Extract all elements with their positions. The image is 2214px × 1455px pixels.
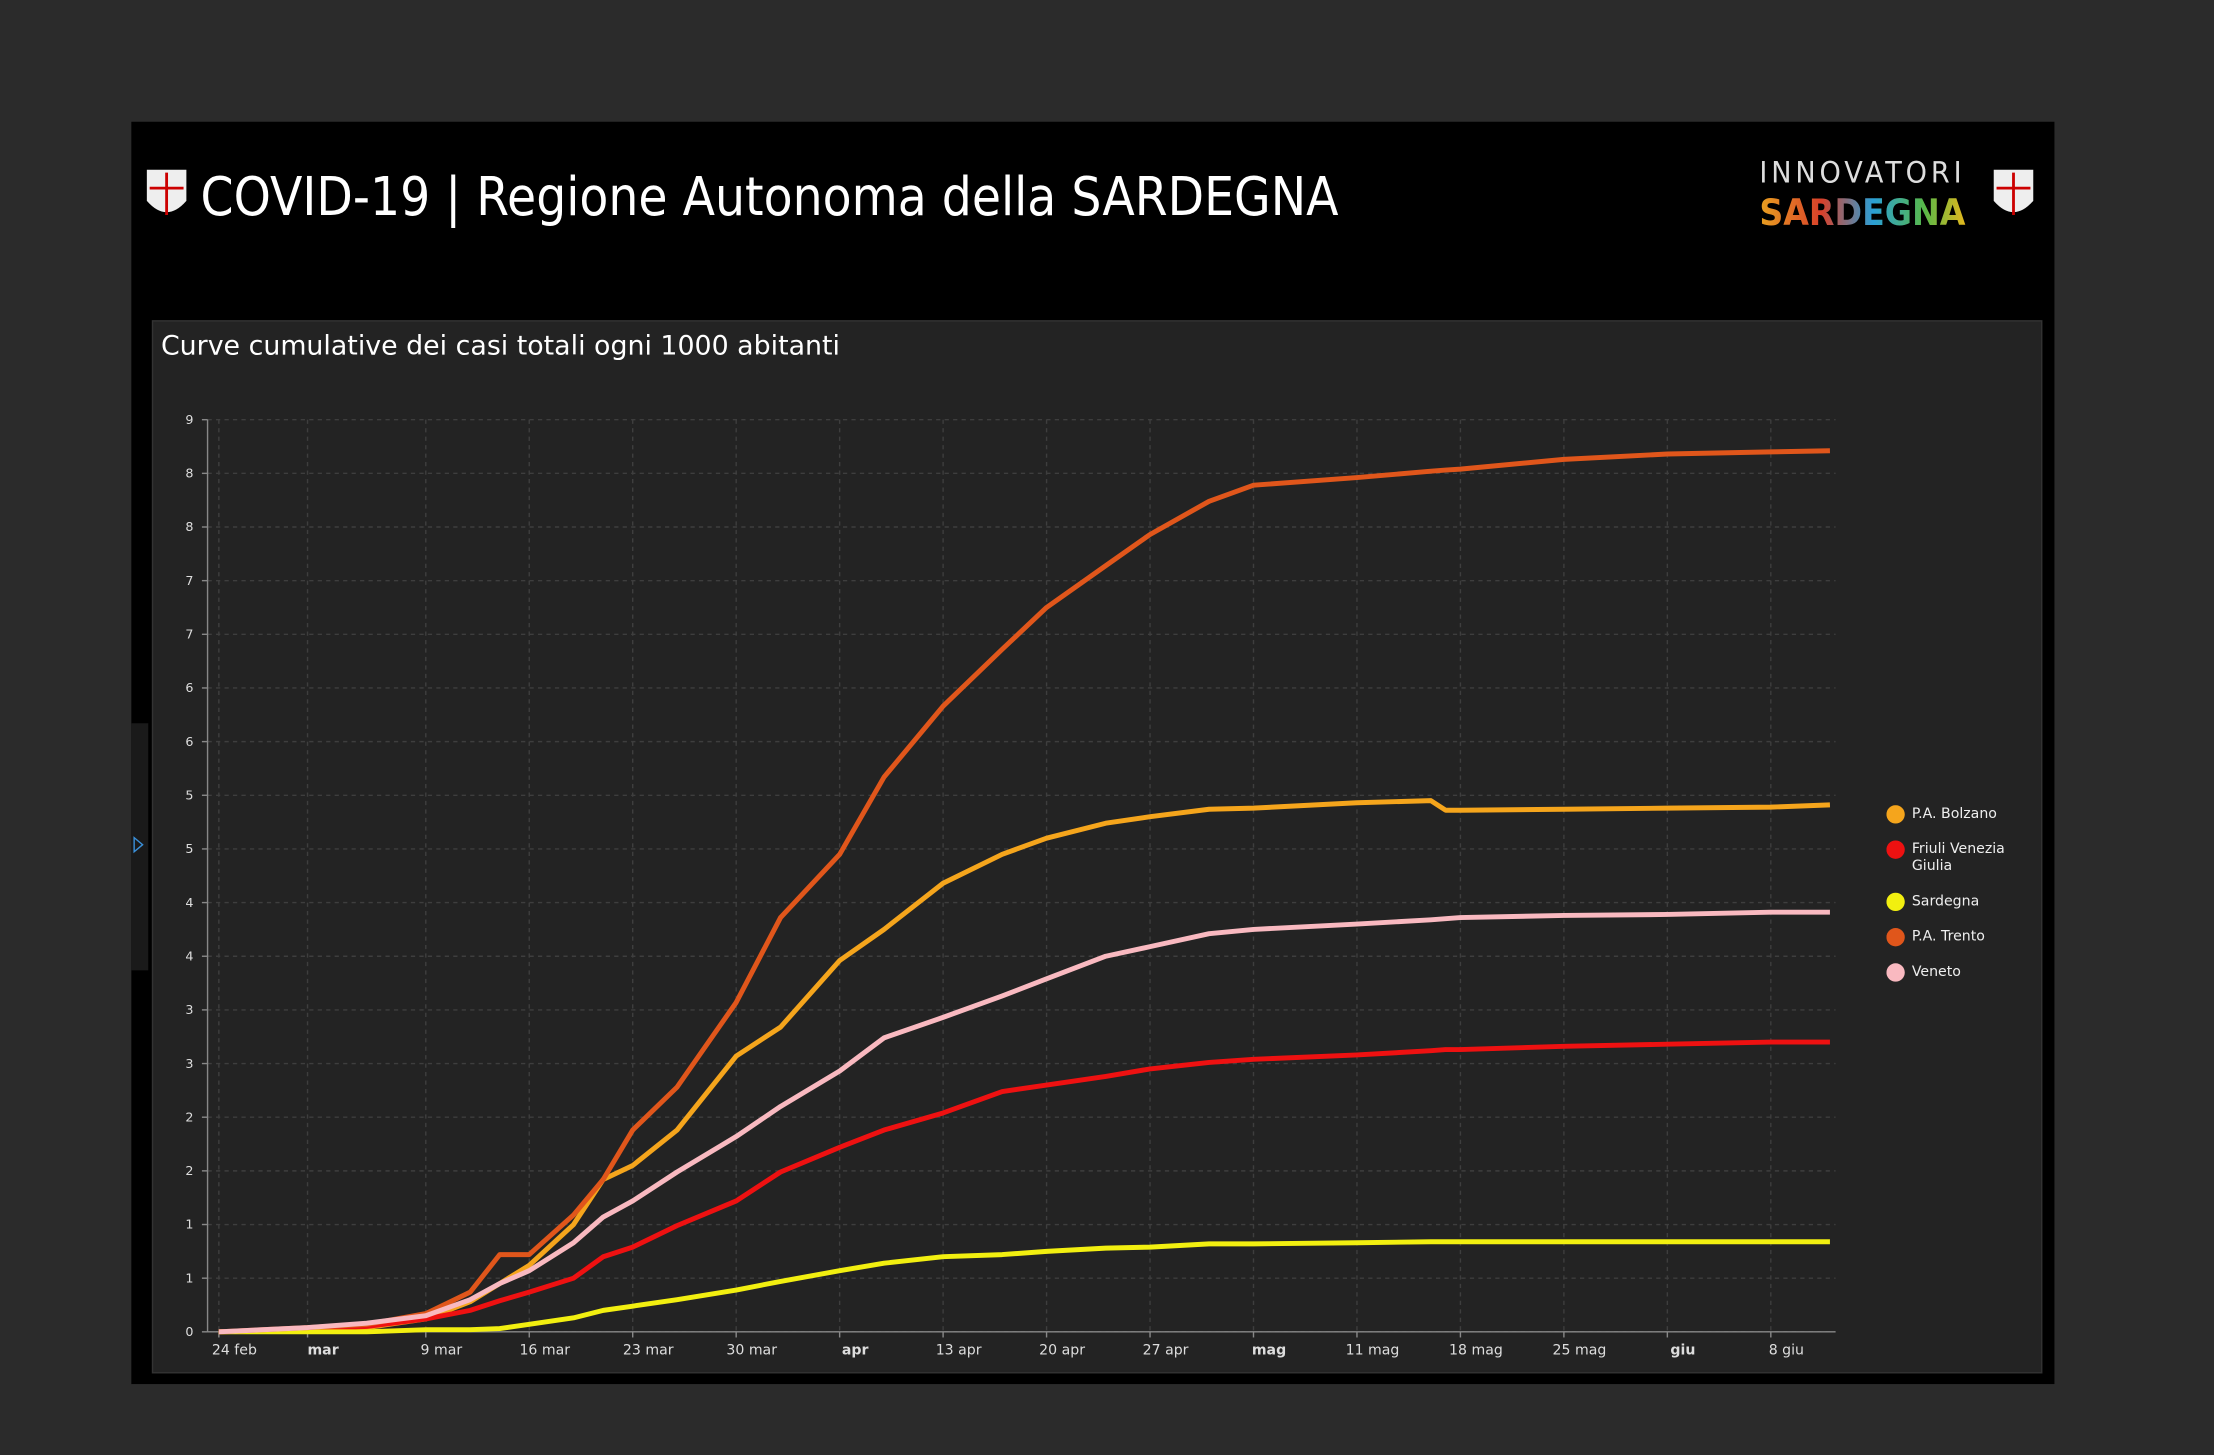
legend-item[interactable]: Sardegna	[1886, 892, 2027, 912]
x-tick-label: mar	[307, 1342, 338, 1358]
x-tick-label: 16 mar	[519, 1342, 570, 1358]
header-title: COVID-19 | Regione Autonoma della SARDEG…	[201, 165, 1339, 228]
y-tick-label: 3	[185, 1002, 193, 1017]
y-tick-label: 6	[185, 734, 193, 749]
x-tick-label: 30 mar	[726, 1342, 777, 1358]
side-arrow	[133, 836, 144, 854]
x-tick-label: apr	[842, 1342, 869, 1358]
x-tick-label: 11 mag	[1346, 1342, 1400, 1358]
legend-swatch	[1886, 928, 1905, 947]
legend: P.A. Bolzano Friuli Venezia Giulia Sardegn…	[1886, 805, 2027, 982]
legend-item[interactable]: P.A. Trento	[1886, 928, 2027, 947]
y-tick-label: 0	[185, 1324, 193, 1339]
x-tick-label: 13 apr	[936, 1342, 982, 1358]
series-line	[218, 1239, 1830, 1335]
legend-swatch	[1886, 840, 1905, 859]
series-line	[218, 909, 1830, 1335]
legend-item[interactable]: Friuli Venezia Giulia	[1886, 840, 2027, 875]
y-tick-label: 3	[185, 1056, 193, 1071]
x-tick-label: 18 mag	[1449, 1342, 1503, 1358]
legend-swatch	[1886, 805, 1905, 824]
y-tick-label: 9	[185, 412, 193, 427]
y-tick-label: 4	[185, 895, 193, 910]
y-tick-label: 7	[185, 627, 193, 642]
legend-swatch	[1886, 892, 1905, 912]
logo-top: INNOVATORI	[1759, 154, 1965, 189]
series-line	[218, 448, 1830, 1335]
y-tick-label: 8	[185, 519, 193, 534]
x-tick-label: mag	[1252, 1342, 1286, 1358]
chart-panel	[151, 320, 2043, 1374]
legend-label: P.A. Bolzano	[1911, 806, 1997, 823]
y-tick-label: 7	[185, 573, 193, 588]
logo-bottom: SARDEGNA	[1759, 191, 1966, 234]
legend-item[interactable]: P.A. Bolzano	[1886, 805, 2027, 824]
legend-label: Veneto	[1911, 964, 1961, 981]
emblem-left	[146, 169, 187, 215]
legend-item[interactable]: Veneto	[1886, 963, 2027, 982]
x-tick-label: 8 giu	[1769, 1342, 1804, 1358]
x-tick-label: 24 feb	[212, 1342, 257, 1358]
legend-swatch	[1886, 963, 1905, 982]
y-tick-label: 2	[185, 1163, 193, 1178]
legend-label: Friuli Venezia Giulia	[1911, 841, 2005, 875]
plot: 0 1 1 2 2 3 3 4 4 5 5 6 6 7 7 8 8 9 24 feb mar 9 mar 16 mar 23…	[185, 412, 2027, 1359]
series-line	[218, 1039, 1830, 1335]
legend-box: P.A. Bolzano Friuli Venezia Giulia Sardegn…	[1886, 805, 2027, 982]
y-tick-label: 5	[185, 841, 193, 856]
x-tick-label: 25 mag	[1553, 1342, 1607, 1358]
x-tick-label: giu	[1670, 1342, 1695, 1358]
y-tick-label: 6	[185, 680, 193, 695]
y-tick-label: 1	[185, 1217, 193, 1232]
y-tick-label: 1	[185, 1270, 193, 1285]
x-tick-label: 23 mar	[623, 1342, 674, 1358]
y-tick-label: 5	[185, 788, 193, 803]
y-tick-label: 2	[185, 1109, 193, 1124]
x-tick-label: 27 apr	[1143, 1342, 1189, 1358]
emblem-right	[1993, 169, 2034, 215]
legend-label: P.A. Trento	[1911, 929, 1985, 945]
x-tick-label: 20 apr	[1039, 1342, 1085, 1358]
x-tick-label: 9 mar	[420, 1342, 462, 1358]
y-tick-label: 4	[185, 948, 193, 963]
y-tick-label: 8	[185, 466, 193, 481]
chart-title: Curve cumulative dei casi totali ogni 10…	[161, 331, 840, 362]
legend-label: Sardegna	[1911, 894, 1980, 910]
